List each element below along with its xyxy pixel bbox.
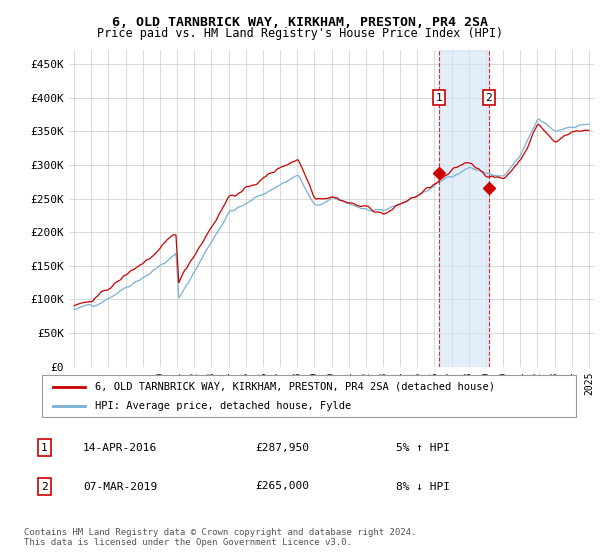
Text: £287,950: £287,950 — [255, 442, 309, 452]
Text: 1: 1 — [41, 442, 48, 452]
Text: 2: 2 — [485, 92, 492, 102]
Bar — [439, 50, 489, 367]
Text: 07-MAR-2019: 07-MAR-2019 — [83, 482, 157, 492]
Text: 2: 2 — [41, 482, 48, 492]
Text: 5% ↑ HPI: 5% ↑ HPI — [396, 442, 450, 452]
Text: Price paid vs. HM Land Registry's House Price Index (HPI): Price paid vs. HM Land Registry's House … — [97, 27, 503, 40]
Text: 1: 1 — [436, 92, 443, 102]
Text: £265,000: £265,000 — [255, 482, 309, 492]
Text: 6, OLD TARNBRICK WAY, KIRKHAM, PRESTON, PR4 2SA (detached house): 6, OLD TARNBRICK WAY, KIRKHAM, PRESTON, … — [95, 381, 496, 391]
Text: HPI: Average price, detached house, Fylde: HPI: Average price, detached house, Fyld… — [95, 401, 352, 411]
Text: 14-APR-2016: 14-APR-2016 — [83, 442, 157, 452]
Text: Contains HM Land Registry data © Crown copyright and database right 2024.
This d: Contains HM Land Registry data © Crown c… — [24, 528, 416, 548]
Text: 8% ↓ HPI: 8% ↓ HPI — [396, 482, 450, 492]
Text: 6, OLD TARNBRICK WAY, KIRKHAM, PRESTON, PR4 2SA: 6, OLD TARNBRICK WAY, KIRKHAM, PRESTON, … — [112, 16, 488, 29]
